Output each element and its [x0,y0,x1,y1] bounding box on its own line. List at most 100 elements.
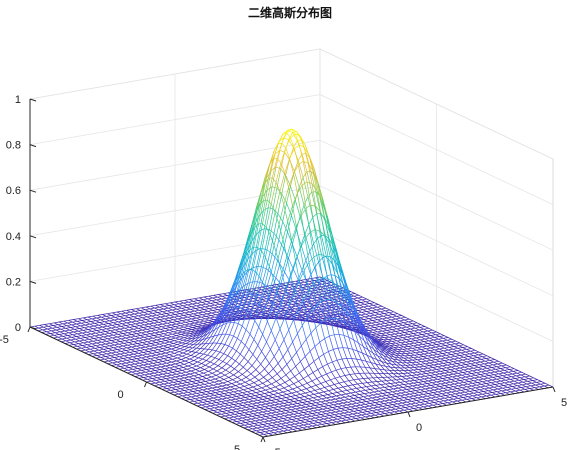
mesh-line [240,422,245,426]
mesh-line [169,304,175,306]
mesh-line [165,314,171,317]
mesh-line [176,347,181,350]
mesh-line [139,312,144,316]
mesh-line [259,394,264,397]
mesh-line [206,313,212,316]
mesh-line [295,304,301,307]
mesh-line [266,272,272,287]
mesh-line [116,364,121,367]
mesh-line [195,308,200,311]
mesh-line [47,327,53,330]
mesh-line [237,393,242,396]
mesh-line [163,308,168,312]
mesh-line [507,386,512,390]
mesh-line [454,396,459,399]
mesh-line [205,325,211,331]
mesh-line [269,290,274,293]
mesh-line [251,403,257,407]
mesh-line [350,366,355,374]
mesh-line [96,354,102,356]
mesh-line [434,386,439,390]
mesh-line [123,355,129,359]
mesh-line [184,299,190,301]
mesh-line [323,302,329,305]
mesh-line [172,332,178,335]
mesh-line [282,408,287,411]
mesh-line [388,311,394,314]
mesh-line [464,354,469,357]
mesh-line [138,327,144,329]
mesh-line [173,319,178,322]
mesh-line [53,324,59,326]
mesh-line [363,396,368,400]
mesh-line [156,327,161,330]
mesh-line [267,299,274,303]
mesh-line [291,392,296,396]
mesh-line [130,336,135,340]
mesh-line [262,295,268,298]
mesh-line [52,326,58,329]
mesh-line [346,358,352,368]
mesh-line [256,402,261,406]
mesh-line [387,392,392,395]
mesh-line [222,322,227,326]
mesh-line [444,360,449,363]
mesh-line [488,375,494,378]
mesh-line [199,320,205,323]
mesh-line [451,351,457,355]
mesh-line [198,300,203,303]
mesh-line [338,300,344,302]
mesh-line [189,340,195,345]
mesh-line [113,346,119,349]
mesh-line [208,294,214,297]
mesh-line [244,345,250,350]
mesh-line [107,350,112,354]
mesh-line [416,337,421,341]
mesh-line [165,327,171,329]
mesh-line [190,320,196,322]
mesh-line [133,327,139,330]
mesh-line [456,363,462,366]
mesh-line [242,374,247,378]
mesh-line [131,371,136,375]
mesh-line [412,372,417,376]
mesh-line [193,360,198,363]
mesh-line [39,324,45,326]
mesh-line [173,381,178,385]
mesh-line [154,331,160,334]
mesh-line [259,432,265,435]
mesh-line [287,312,293,316]
mesh-line [120,350,126,354]
mesh-line [472,382,477,386]
mesh-line [301,319,307,322]
mesh-line [122,345,128,349]
mesh-line [178,341,183,344]
mesh-line [168,344,173,347]
mesh-line [42,329,47,333]
mesh-line [381,307,387,310]
mesh-line [258,197,263,217]
mesh-line [92,353,98,356]
mesh-line [377,319,382,322]
mesh-line [251,250,256,269]
mesh-line [117,320,123,323]
mesh-line [337,387,343,392]
mesh-line [444,397,449,401]
mesh-line [235,307,241,310]
mesh-line [125,362,131,366]
mesh-line [354,330,359,344]
mesh-line [112,312,117,316]
mesh-line [368,318,373,321]
mesh-line [130,360,136,363]
mesh-line [54,322,59,326]
mesh-line [329,286,335,289]
mesh-line [252,266,257,282]
mesh-line [432,329,437,333]
mesh-line [201,325,207,328]
mesh-line [332,393,337,397]
mesh-line [206,315,211,317]
mesh-line [381,380,386,385]
mesh-line [381,395,386,399]
mesh-line [405,353,410,356]
mesh-line [247,361,253,366]
